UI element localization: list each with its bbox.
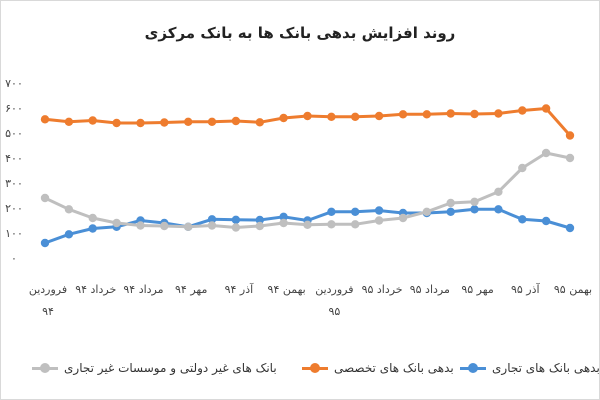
series-2-point	[40, 115, 50, 124]
legend-label-series-1: بدهی بانک های تجاری	[492, 361, 600, 375]
x-tick-label: بهمن ۹۴	[268, 283, 306, 296]
series-3-point	[351, 220, 360, 229]
series-3-point	[494, 187, 503, 196]
series-2-point	[494, 109, 503, 118]
series-1-point	[207, 215, 217, 224]
series-3-point	[136, 221, 145, 230]
series-2-point	[422, 110, 431, 119]
series-3-point	[422, 207, 431, 216]
series-1-point	[88, 224, 97, 233]
series-2-point	[518, 106, 527, 115]
y-tick-label: ۵۰۰	[5, 127, 23, 140]
series-1-point	[541, 216, 551, 226]
y-tick-label: ۱۰۰	[5, 227, 23, 240]
x-tick-label: خرداد ۹۴	[75, 283, 116, 296]
x-tick-label: آذر ۹۵	[511, 282, 541, 296]
series-1-point	[374, 206, 384, 215]
series-2-point	[541, 104, 551, 113]
series-2-point	[136, 118, 145, 128]
series-1-point	[446, 207, 455, 216]
series-1-point	[40, 238, 50, 248]
series-3-point	[255, 221, 264, 231]
y-tick-label: ۴۰۰	[5, 152, 23, 165]
series-2-point	[279, 113, 288, 123]
series-3-point	[64, 205, 74, 214]
series-2-point	[327, 112, 336, 122]
legend-label-series-3: بانک های غیر دولتی و موسسات غیر تجاری	[64, 361, 277, 375]
x-tick-label: مرداد ۹۵	[410, 283, 450, 296]
series-3-point	[184, 222, 193, 231]
x-tick-label: مهر ۹۵	[461, 283, 493, 296]
series-3-point	[518, 163, 527, 173]
x-tick-label: بهمن ۹۵	[554, 283, 592, 296]
series-3-point	[446, 198, 455, 208]
series-3-point	[565, 153, 575, 163]
series-2-point	[374, 111, 384, 121]
series-2-point	[255, 118, 264, 127]
legend-label-series-2: بدهی بانک های تخصصی	[334, 361, 454, 375]
series-1-point	[565, 223, 575, 233]
chart-title: روند افزایش بدهی بانک ها به بانک مرکزی	[144, 24, 456, 42]
series-1-point	[64, 230, 74, 239]
x-tick-label: فروردین ۹۴	[29, 283, 67, 318]
y-tick-label: ۳۰۰	[5, 177, 23, 190]
series-3-point	[327, 220, 336, 229]
series-2-point	[184, 117, 193, 127]
series-2-point	[64, 117, 74, 127]
y-tick-label: ۶۰۰	[5, 102, 23, 115]
series-2-point	[351, 112, 360, 122]
series-3-point	[112, 218, 121, 228]
series-1-point	[470, 205, 479, 214]
legend-item-series-3: بانک های غیر دولتی و موسسات غیر تجاری	[32, 358, 277, 378]
series-1-point	[494, 205, 503, 214]
series-3-point	[160, 221, 169, 231]
series-3-point	[470, 197, 479, 206]
legend-marker-series-1	[460, 362, 486, 374]
series-2-point	[398, 110, 408, 119]
legend-item-series-2: بدهی بانک های تخصصی	[302, 358, 454, 378]
series-3-point	[40, 193, 50, 203]
series-2-point	[112, 118, 121, 128]
x-tick-label: آذر ۹۴	[225, 282, 255, 296]
series-2-point	[88, 116, 97, 125]
series-2-point	[160, 118, 169, 127]
series-3-point	[374, 216, 384, 225]
series-3-point	[303, 220, 312, 229]
series-3-point	[207, 221, 217, 230]
series-2-point	[303, 111, 312, 121]
y-tick-label: ۲۰۰	[5, 202, 23, 215]
series-1-point	[255, 215, 264, 225]
legend-item-series-1: بدهی بانک های تجاری	[460, 358, 600, 378]
y-tick-label: ۷۰۰	[5, 77, 23, 90]
series-2-point	[470, 109, 479, 119]
x-tick-label: مهر ۹۴	[175, 283, 207, 296]
x-tick-label: خرداد ۹۵	[362, 283, 403, 296]
series-3-point	[88, 213, 97, 223]
x-tick-label: فروردین ۹۵	[315, 283, 353, 318]
legend-marker-series-3	[32, 362, 58, 374]
series-3-point	[279, 218, 288, 228]
series-3-point	[231, 223, 241, 232]
series-1-point	[351, 207, 360, 216]
series-1-point	[327, 207, 336, 216]
series-3-point	[398, 213, 408, 223]
series-1-point	[231, 215, 241, 224]
series-1-point	[518, 215, 527, 224]
legend-marker-series-2	[302, 362, 328, 374]
x-tick-label: مرداد ۹۴	[123, 283, 163, 296]
series-2-point	[446, 109, 455, 118]
y-tick-label: ۰	[11, 252, 17, 265]
series-2-point	[207, 117, 217, 127]
series-2-point	[565, 131, 575, 140]
series-3-point	[541, 148, 551, 158]
series-1-point	[279, 212, 288, 221]
series-2-point	[231, 116, 241, 126]
chart-legend: بدهی بانک های تجاری بدهی بانک های تخصصی …	[20, 358, 600, 382]
